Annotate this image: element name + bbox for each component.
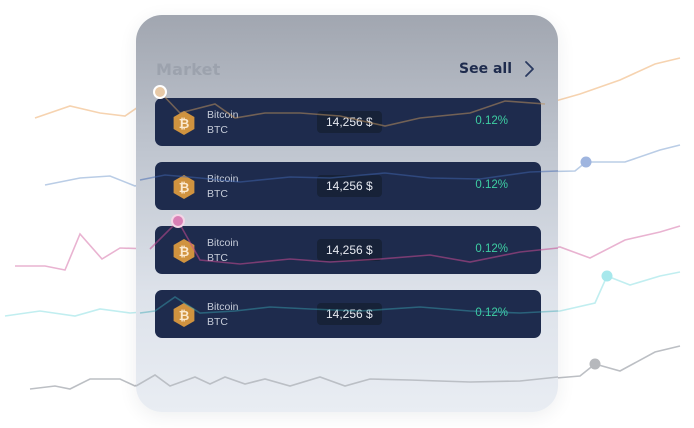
bitcoin-coin-icon: ₿ [173, 239, 195, 263]
market-row[interactable]: ₿ Bitcoin BTC 14,256 $ 0.12% [155, 98, 541, 146]
bitcoin-coin-icon: ₿ [173, 175, 195, 199]
coin-name: Bitcoin [207, 173, 239, 185]
svg-text:₿: ₿ [179, 117, 190, 132]
svg-text:₿: ₿ [179, 245, 190, 260]
panel-title: Market [156, 60, 221, 79]
market-row[interactable]: ₿ Bitcoin BTC 14,256 $ 0.12% [155, 226, 541, 274]
coin-price: 14,256 $ [317, 303, 382, 325]
see-all-label: See all [459, 61, 512, 77]
coin-change: 0.12% [475, 307, 508, 319]
bitcoin-coin-icon: ₿ [173, 111, 195, 135]
svg-text:₿: ₿ [179, 309, 190, 324]
svg-text:₿: ₿ [179, 181, 190, 196]
market-row[interactable]: ₿ Bitcoin BTC 14,256 $ 0.12% [155, 162, 541, 210]
coin-symbol: BTC [207, 316, 228, 328]
coin-name: Bitcoin [207, 109, 239, 121]
coin-symbol: BTC [207, 188, 228, 200]
coin-price: 14,256 $ [317, 239, 382, 261]
coin-symbol: BTC [207, 124, 228, 136]
market-row[interactable]: ₿ Bitcoin BTC 14,256 $ 0.12% [155, 290, 541, 338]
coin-change: 0.12% [475, 115, 508, 127]
coin-symbol: BTC [207, 252, 228, 264]
coin-name: Bitcoin [207, 237, 239, 249]
coin-price: 14,256 $ [317, 175, 382, 197]
bitcoin-coin-icon: ₿ [173, 303, 195, 327]
coin-price: 14,256 $ [317, 111, 382, 133]
chevron-right-icon [525, 61, 534, 77]
coin-change: 0.12% [475, 243, 508, 255]
coin-change: 0.12% [475, 179, 508, 191]
market-panel: Market See all ₿ Bitcoin BTC 14,256 $ 0.… [136, 15, 558, 412]
see-all-button[interactable]: See all [459, 59, 536, 79]
coin-name: Bitcoin [207, 301, 239, 313]
